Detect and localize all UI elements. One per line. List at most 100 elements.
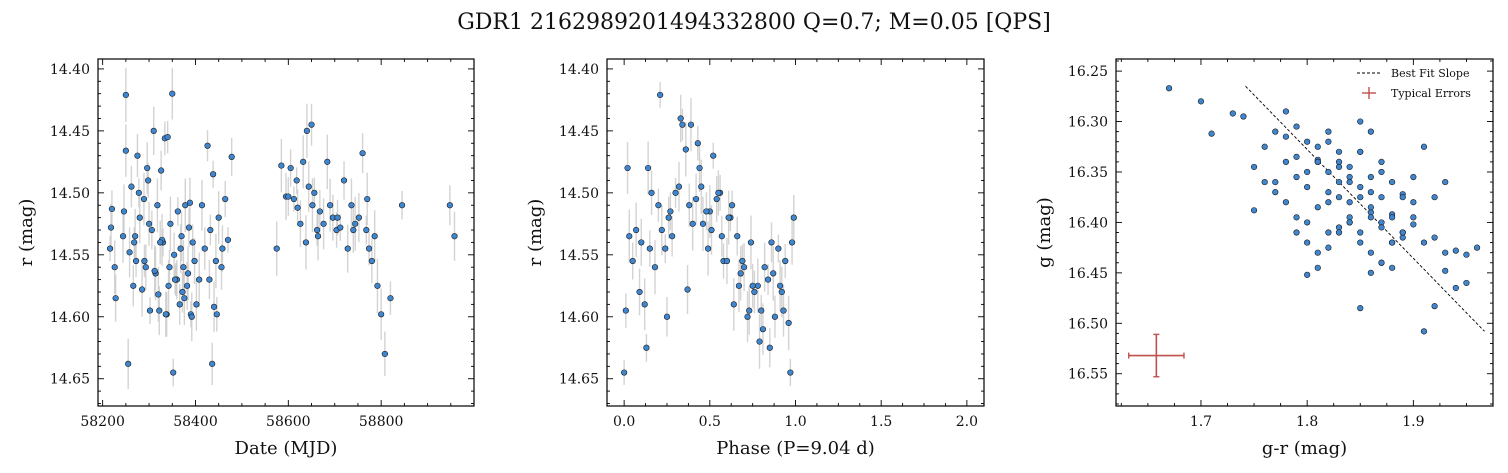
data-point [135,189,142,196]
data-point [751,288,758,296]
data-point [1410,214,1417,221]
data-point [641,301,648,308]
data-point [213,311,220,318]
data-point [1389,214,1396,221]
plot-area [621,82,797,387]
y-axis-label: r (mag) [16,199,37,267]
data-point [1314,143,1321,150]
data-point [314,233,322,240]
data-point [1335,229,1343,236]
chart-panel-2: 0.0 0.5 1.0 1.5 2.0 14.40 14.45 14.50 14.55 14.60… [525,58,985,459]
data-point [787,369,794,376]
data-point [364,195,371,203]
data-point [710,152,717,159]
data-point [708,226,715,234]
data-point [446,202,453,209]
data-point [167,220,174,227]
data-point [300,158,307,165]
x-tick-label: 0.5 [699,414,721,430]
data-point [646,245,653,252]
data-point [1197,98,1205,105]
data-point [1250,207,1258,214]
data-point [756,338,763,345]
data-point [1229,110,1236,117]
data-point [136,214,143,221]
data-point [1325,128,1332,135]
data-point [207,226,214,234]
data-point [1442,267,1449,274]
data-point [1367,128,1374,135]
data-point [1367,173,1374,181]
data-point [728,202,736,209]
data-point [629,257,636,265]
y-tick-label: 16.50 [1068,316,1108,332]
y-tick-label: 14.55 [559,248,599,264]
y-tick-label: 14.65 [559,372,599,388]
data-point [273,245,280,252]
data-point [198,202,206,209]
data-point [1442,178,1449,186]
legend-label: Best Fit Slope [1391,67,1469,80]
data-point [290,195,297,203]
data-point [740,264,748,271]
data-point [759,326,767,333]
data-point [696,164,703,172]
x-tick-label: 1.7 [1190,414,1212,430]
data-point [1165,85,1173,92]
data-point [314,226,321,234]
data-point [218,264,225,271]
data-point [780,307,787,314]
data-point [122,147,129,154]
data-point [337,224,344,231]
data-point [747,239,755,246]
data-point [126,249,133,256]
y-tick-label: 14.65 [50,372,90,388]
data-point [1335,158,1343,165]
data-point [130,282,137,289]
data-point [108,205,116,213]
data-point [348,202,355,209]
y-tick-label: 14.40 [50,62,90,78]
data-point [365,245,373,252]
data-point [1346,219,1353,226]
data-point [145,177,152,184]
data-point [689,220,696,227]
data-point [657,91,664,99]
data-point [210,303,218,310]
data-point [132,257,140,265]
data-point [1272,189,1279,196]
data-point [782,257,789,265]
data-point [725,214,732,221]
y-tick-label: 14.40 [559,62,599,78]
data-point [171,276,179,283]
data-point [378,311,385,318]
best-fit-line [1245,85,1485,332]
y-tick-label: 14.60 [559,310,599,326]
data-point [770,270,777,277]
data-point [285,193,292,200]
data-point [141,257,148,265]
plot-frame [97,58,475,407]
x-tick-label: 2.0 [956,414,978,430]
y-tick-label: 16.40 [1068,215,1108,231]
data-point [1304,271,1311,278]
data-point [146,307,154,314]
data-point [636,288,643,296]
data-point [682,146,689,153]
data-point [1378,194,1385,201]
data-point [776,282,784,289]
data-point [790,214,797,221]
legend-label: Typical Errors [1391,87,1471,100]
y-tick-label: 16.55 [1068,367,1108,383]
data-point [381,350,388,358]
data-point [1335,148,1343,155]
data-point [1282,133,1290,140]
data-point [1367,189,1374,196]
data-point [1346,173,1353,181]
data-point [713,195,720,203]
data-point [1346,163,1353,171]
data-point [1282,108,1290,115]
data-point [188,313,195,320]
data-point [1293,229,1300,236]
